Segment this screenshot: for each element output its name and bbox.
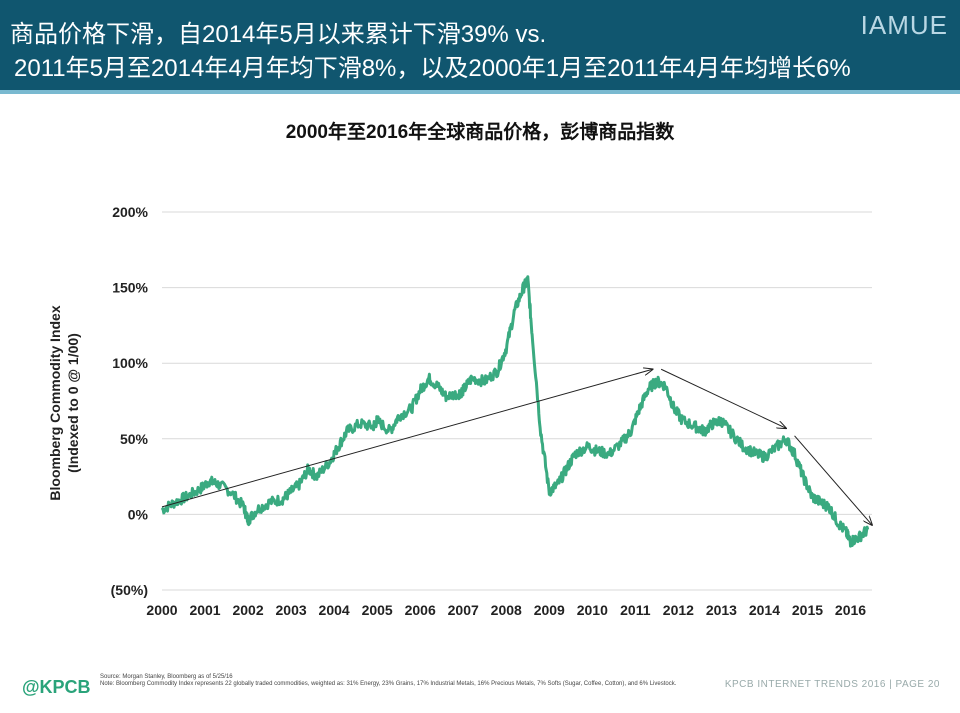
x-tick-label: 2014: [749, 602, 780, 618]
x-tick-label: 2006: [405, 602, 436, 618]
y-tick-label: 50%: [120, 431, 149, 447]
source-note: Source: Morgan Stanley, Bloomberg as of …: [100, 674, 700, 688]
y-tick-label: 200%: [112, 204, 148, 220]
y-axis-label: Bloomberg Commodity Index (Indexed to 0 …: [47, 305, 81, 500]
source-line: Source: Morgan Stanley, Bloomberg as of …: [100, 674, 233, 680]
x-tick-label: 2005: [362, 602, 393, 618]
page-footer: KPCB INTERNET TRENDS 2016 | PAGE 20: [724, 679, 940, 690]
y-tick-label: 150%: [112, 280, 148, 296]
x-tick-label: 2015: [792, 602, 823, 618]
x-tick-label: 2011: [620, 602, 651, 618]
headline-line-1: 商品价格下滑，自2014年5月以来累计下滑39% vs.: [10, 21, 547, 48]
header-bar: 商品价格下滑，自2014年5月以来累计下滑39% vs. 2011年5月至201…: [0, 0, 960, 94]
x-tick-label: 2010: [577, 602, 608, 618]
y-axis-label-line-1: Bloomberg Commodity Index: [47, 305, 63, 500]
y-axis-label-line-2: (Indexed to 0 @ 1/00): [65, 333, 81, 473]
trend-arrows: [161, 368, 872, 525]
y-tick-label: 100%: [112, 355, 148, 371]
trend-arrow: [794, 435, 872, 525]
y-tick-label: 0%: [128, 506, 149, 522]
y-tick-label: (50%): [111, 582, 148, 598]
kpcb-logo: @KPCB: [22, 677, 91, 697]
x-tick-label: 2008: [491, 602, 522, 618]
trend-arrow: [161, 369, 653, 508]
x-tick-label: 2004: [319, 602, 350, 618]
x-tick-label: 2002: [232, 602, 263, 618]
x-tick-label: 2013: [706, 602, 737, 618]
x-tick-label: 2003: [276, 602, 307, 618]
x-tick-label: 2000: [146, 602, 177, 618]
headline-line-2: 2011年5月至2014年4月年均下滑8%，以及2000年1月至2011年4月年…: [14, 55, 851, 82]
x-tick-label: 2016: [835, 602, 866, 618]
grid: [162, 211, 872, 591]
x-tick-label: 2001: [189, 602, 220, 618]
commodity-index-line: [160, 275, 870, 548]
note-line: Note: Bloomberg Commodity Index represen…: [100, 681, 677, 687]
x-tick-label: 2012: [663, 602, 694, 618]
trend-arrow: [660, 368, 786, 428]
series-group: [160, 275, 870, 548]
x-tick-label: 2009: [534, 602, 565, 618]
chart-title: 2000年至2016年全球商品价格，彭博商品指数: [285, 122, 675, 143]
y-axis-ticks: 200% 150% 100% 50% 0% (50%): [111, 204, 149, 598]
x-axis-ticks: 2000 2001 2002 2003 2004 2005 2006 2007 2008 2009…: [146, 602, 866, 618]
x-tick-label: 2007: [448, 602, 479, 618]
brand-watermark: IAMUE: [860, 10, 948, 40]
